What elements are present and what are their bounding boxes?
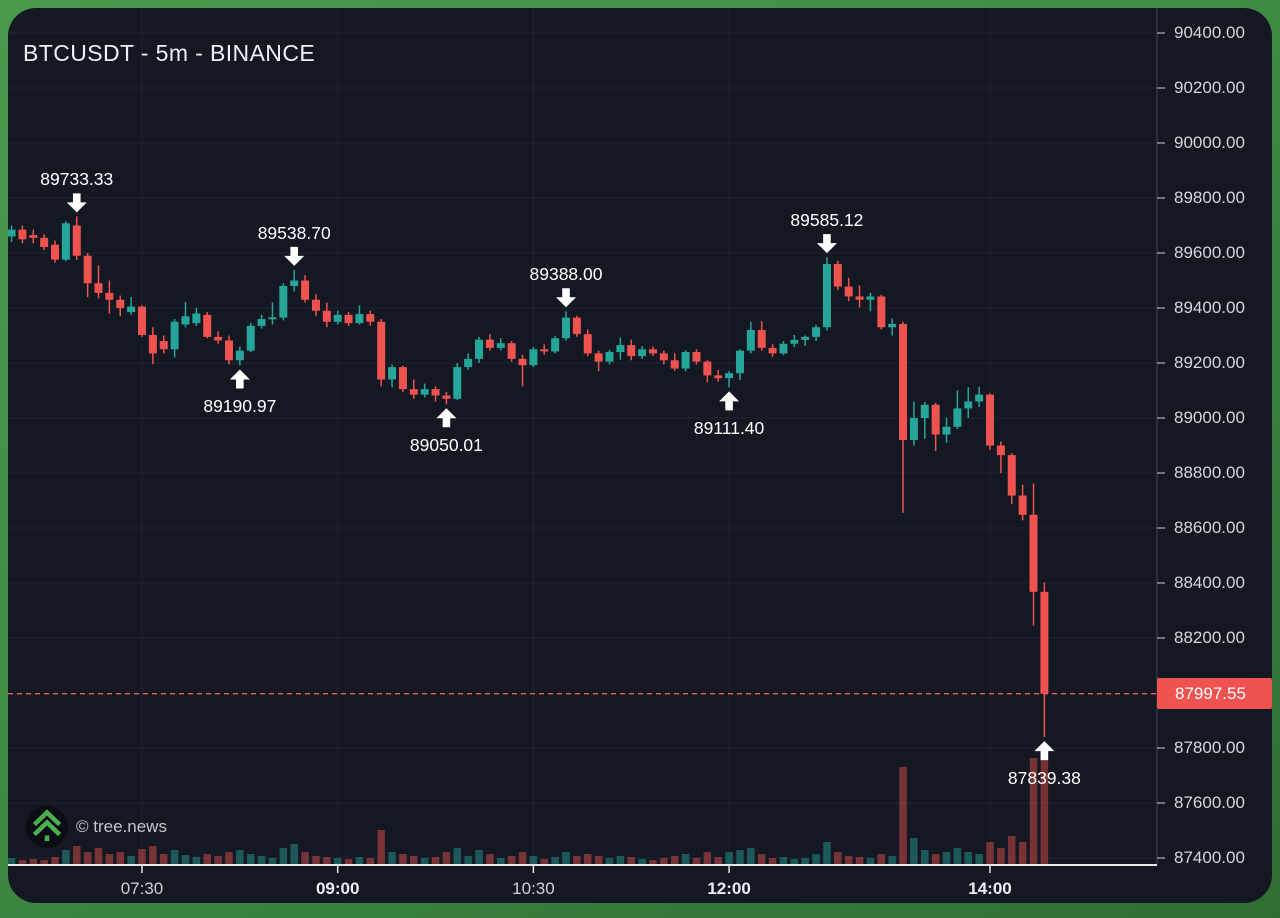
watermark-text: © tree.news (76, 817, 167, 836)
price-axis-label: 90400.00 (1174, 23, 1245, 42)
price-axis-label: 87800.00 (1174, 738, 1245, 757)
price-axis-label: 89800.00 (1174, 188, 1245, 207)
price-axis-label: 88200.00 (1174, 628, 1245, 647)
time-axis-label: 09:00 (315, 879, 360, 898)
candlestick-layer (8, 216, 1049, 738)
annotation-price-label: 89585.12 (790, 210, 864, 231)
price-axis-label: 89200.00 (1174, 353, 1245, 372)
chart-canvas[interactable] (8, 8, 1272, 903)
volume-layer (8, 754, 1049, 864)
annotation-price-label: 89388.00 (529, 264, 603, 285)
grid-layer (8, 8, 1157, 865)
price-axis-label: 89600.00 (1174, 243, 1245, 262)
annotation-price-label: 89733.33 (40, 169, 114, 190)
annotation-price-label: 87839.38 (1007, 768, 1081, 789)
price-axis-label: 88800.00 (1174, 463, 1245, 482)
price-axis-label: 87600.00 (1174, 793, 1245, 812)
chart-panel: BTCUSDT - 5m - BINANCE 90400.00 90200.00 9… (8, 8, 1272, 903)
time-axis-label: 10:30 (512, 879, 555, 898)
axis-ticks (141, 32, 1165, 873)
annotation-price-label: 89111.40 (693, 418, 765, 439)
price-axis-label: 87400.00 (1174, 848, 1245, 867)
time-axis-label: 12:00 (707, 879, 751, 898)
price-axis-label: 90200.00 (1174, 78, 1245, 97)
watermark: © tree.news (26, 806, 167, 848)
annotation-arrows (66, 193, 1055, 761)
annotation-price-label: 89050.01 (409, 435, 483, 456)
tree-logo-icon (26, 806, 68, 848)
price-axis-label: 88400.00 (1174, 573, 1245, 592)
annotation-price-label: 89190.97 (203, 396, 277, 417)
time-axis-label: 14:00 (968, 879, 1012, 898)
time-axis-label: 07:30 (120, 879, 164, 898)
price-axis-label: 89000.00 (1174, 408, 1245, 427)
price-axis-label: 90000.00 (1174, 133, 1245, 152)
annotation-price-label: 89538.70 (257, 222, 331, 243)
price-axis-label: 88600.00 (1174, 518, 1245, 537)
price-axis-label: 89400.00 (1174, 298, 1245, 317)
last-price-badge: 87997.55 (1157, 678, 1272, 710)
chart-title: BTCUSDT - 5m - BINANCE (23, 40, 316, 66)
